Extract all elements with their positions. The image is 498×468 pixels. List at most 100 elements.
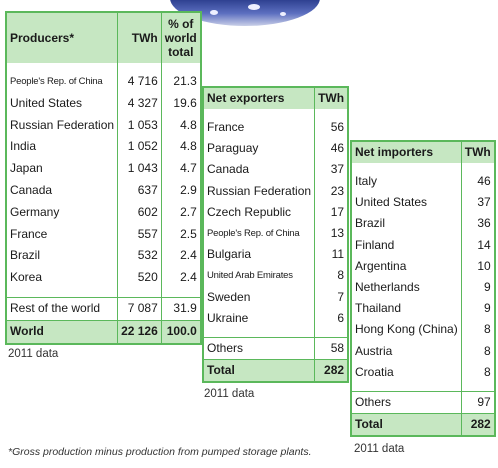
table-spacer: [351, 383, 495, 392]
table-row: Ukraine 6: [203, 307, 349, 330]
subtotal-label: Others: [351, 391, 462, 414]
table-row: India 1 052 4.8: [6, 136, 201, 159]
country-name: United Arab Emirates: [207, 270, 293, 282]
country-name: Argentina: [355, 258, 407, 273]
twh-value: 13: [314, 223, 349, 245]
table-row: France 56: [203, 117, 349, 139]
table-row: Bulgaria 11: [203, 244, 349, 266]
twh-value: 17: [314, 201, 349, 224]
twh-value: 532: [117, 245, 162, 268]
twh-value: 520: [117, 267, 162, 289]
table-row: Germany 602 2.7: [6, 201, 201, 224]
country-name: Russian Federation: [207, 183, 312, 198]
total-label: Total: [351, 413, 462, 437]
twh-value: 22 126: [117, 319, 162, 344]
twh-value: 11: [314, 244, 349, 266]
twh-value: 1 052: [117, 136, 162, 159]
country-name: United States: [10, 95, 83, 110]
twh-value: 7: [314, 286, 349, 308]
pct-value: 4.7: [160, 158, 201, 180]
twh-value: 282: [314, 359, 349, 383]
country-name: People's Rep. of China: [207, 228, 300, 240]
twh-value: 557: [117, 223, 162, 246]
table-row: Hong Kong (China) 8: [351, 319, 495, 341]
twh-value: 1 053: [117, 114, 162, 137]
country-name: Netherlands: [355, 280, 420, 295]
table-row: Argentina 10: [351, 255, 495, 278]
subtotal-label: Others: [203, 337, 315, 360]
exporters-note: 2011 data: [204, 388, 255, 400]
country-name: Bulgaria: [207, 247, 252, 262]
table-row: Finland 14: [351, 234, 495, 256]
country-name: Paraguay: [207, 141, 259, 156]
twh-value: 637: [117, 179, 162, 202]
country-name: France: [10, 226, 48, 241]
country-name: Brazil: [10, 248, 41, 263]
twh-value: 1 043: [117, 158, 162, 180]
country-name: Croatia: [355, 364, 394, 379]
subtotal-row: Others 97: [351, 391, 495, 414]
pct-value: 2.9: [160, 179, 201, 202]
country-name: Korea: [10, 270, 43, 285]
table-row: People's Rep. of China 13: [203, 223, 349, 245]
table-spacer: [203, 329, 349, 338]
twh-value: 602: [117, 201, 162, 224]
country-name: Thailand: [355, 301, 402, 316]
twh-value: 282: [460, 413, 495, 437]
twh-value: 4 716: [117, 71, 162, 93]
country-name: Japan: [10, 161, 43, 176]
table-row: Canada 637 2.9: [6, 179, 201, 202]
table-row: Netherlands 9: [351, 277, 495, 299]
total-label: Total: [203, 359, 315, 383]
exporters-table: Net exporters TWh France 56 Paraguay 46 Cana…: [202, 86, 350, 384]
pct-header: % of world total: [160, 12, 201, 63]
country-name: Finland: [355, 237, 395, 252]
twh-value: 9: [460, 298, 495, 320]
table-row: Brazil 36: [351, 213, 495, 235]
twh-value: 10: [460, 255, 495, 278]
table-row: Russian Federation 1 053 4.8: [6, 114, 201, 137]
pct-value: 2.4: [160, 245, 201, 268]
total-row: Total 282: [351, 413, 495, 437]
importers-note: 2011 data: [354, 443, 405, 455]
country-name: People's Rep. of China: [10, 76, 103, 87]
twh-header: TWh: [117, 12, 162, 63]
producers-header: Producers*: [6, 12, 118, 63]
country-name: Italy: [355, 174, 378, 188]
producers-note: 2011 data: [8, 348, 59, 360]
country-name: Hong Kong (China): [355, 322, 458, 337]
table-row: United States 4 327 19.6: [6, 92, 201, 115]
subtotal-row: Rest of the world 7 087 31.9: [6, 296, 201, 321]
table-spacer: [203, 109, 349, 117]
table-row: France 557 2.5: [6, 223, 201, 246]
twh-value: 9: [460, 277, 495, 299]
table-row: United Arab Emirates 8: [203, 265, 349, 287]
twh-value: 56: [314, 117, 349, 139]
importers-header: Net importers: [351, 141, 462, 163]
twh-value: 97: [460, 391, 495, 414]
total-label: World: [6, 319, 118, 344]
country-name: Germany: [10, 204, 60, 219]
table-row: Croatia 8: [351, 361, 495, 384]
twh-header: TWh: [460, 141, 495, 163]
pct-value: 2.5: [160, 223, 201, 246]
table-row: People's Rep. of China 4 716 21.3: [6, 71, 201, 93]
table-row: Thailand 9: [351, 298, 495, 320]
twh-value: 14: [460, 234, 495, 256]
country-name: Sweden: [207, 289, 251, 304]
country-name: Canada: [207, 162, 250, 177]
table-row: Italy 46: [351, 171, 495, 193]
table-row: Sweden 7: [203, 286, 349, 308]
table-row: Korea 520 2.4: [6, 267, 201, 289]
country-name: Austria: [355, 343, 393, 358]
importers-table: Net importers TWh Italy 46 United States 37…: [350, 140, 496, 438]
country-name: United States: [355, 195, 428, 210]
pct-value: 4.8: [160, 136, 201, 159]
pct-value: 2.7: [160, 201, 201, 224]
pct-value: 2.4: [160, 267, 201, 289]
country-name: Czech Republic: [207, 204, 292, 219]
twh-value: 8: [460, 340, 495, 362]
producers-table: Producers* TWh % of world total People's…: [5, 11, 202, 345]
total-row: Total 282: [203, 359, 349, 383]
twh-value: 6: [314, 307, 349, 330]
